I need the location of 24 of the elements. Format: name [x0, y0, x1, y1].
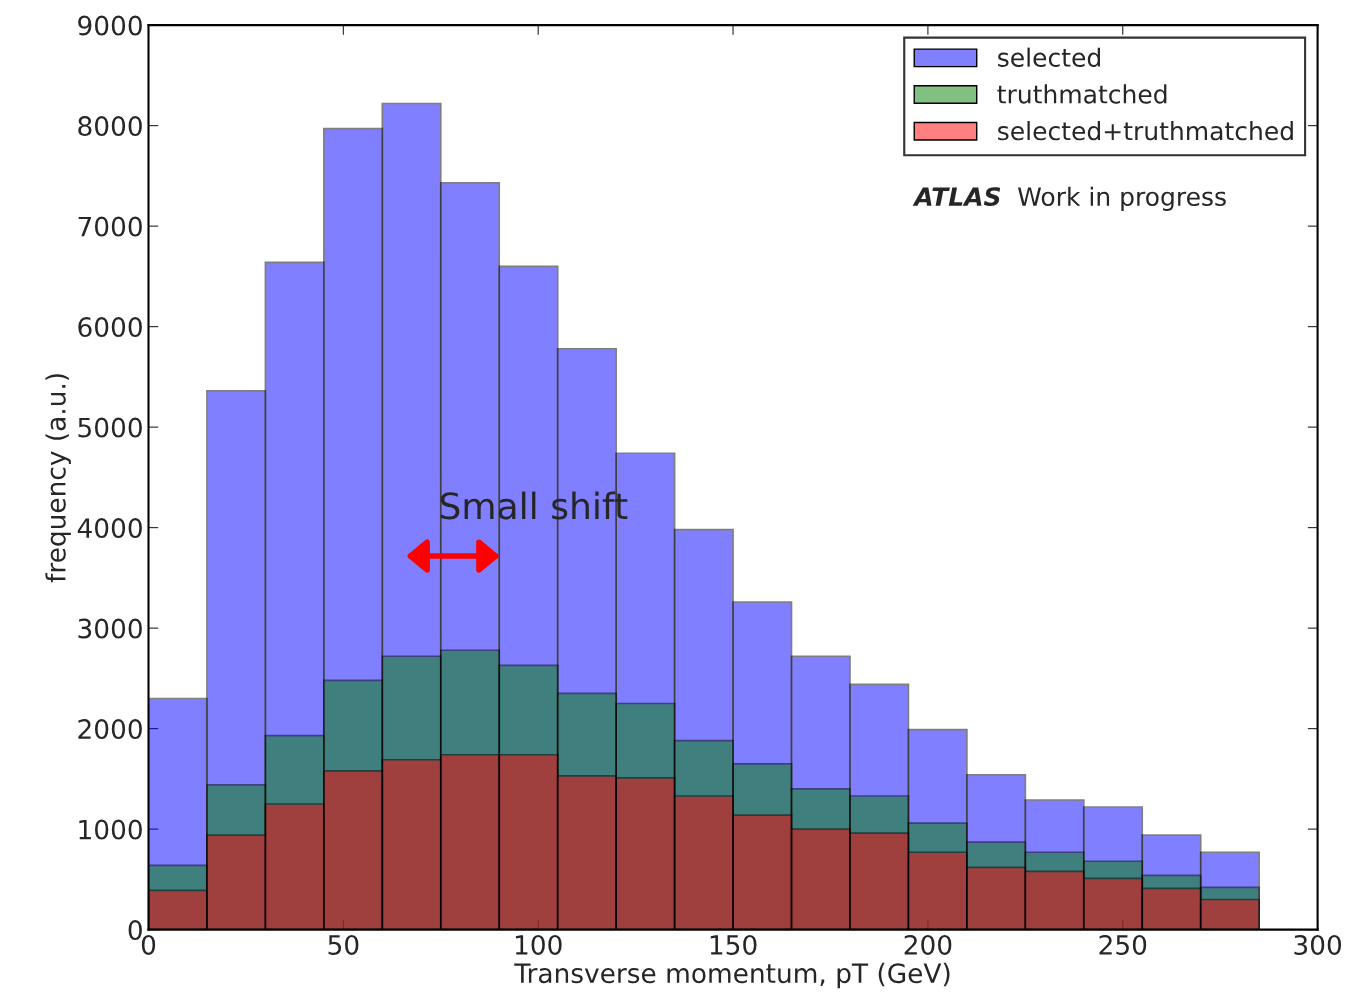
annotation: Work in progress — [1017, 186, 1226, 211]
x-axis-title: Transverse momentum, pT (GeV) — [514, 962, 950, 989]
y-tick-label: 7000 — [78, 216, 142, 237]
y-tick-label: 0 — [128, 920, 142, 941]
legend-label: truthmatched — [997, 84, 1167, 104]
x-tick-label: 0 — [141, 934, 156, 955]
x-tick-label: 300 — [1294, 934, 1342, 955]
y-tick-label: 3000 — [78, 618, 142, 639]
x-tick-label: 50 — [328, 934, 359, 955]
y-tick-label: 8000 — [78, 116, 142, 137]
y-tick-label: 1000 — [79, 819, 142, 840]
x-tick-label: 250 — [1099, 934, 1147, 955]
y-tick-label: 5000 — [78, 417, 142, 438]
x-tick-label: 100 — [515, 934, 562, 955]
legend-label: selected — [998, 47, 1100, 67]
x-tick-label: 200 — [904, 934, 952, 955]
y-tick-label: 6000 — [78, 317, 142, 338]
y-axis-title: frequency (a.u.) — [45, 374, 71, 583]
legend-label: selected+truthmatched — [998, 121, 1293, 141]
y-tick-label: 2000 — [78, 719, 142, 740]
y-tick-label: 9000 — [78, 15, 142, 36]
x-tick-label: 150 — [710, 934, 757, 955]
y-tick-label: 4000 — [77, 518, 142, 539]
annotation: ATLAS — [912, 187, 1001, 207]
